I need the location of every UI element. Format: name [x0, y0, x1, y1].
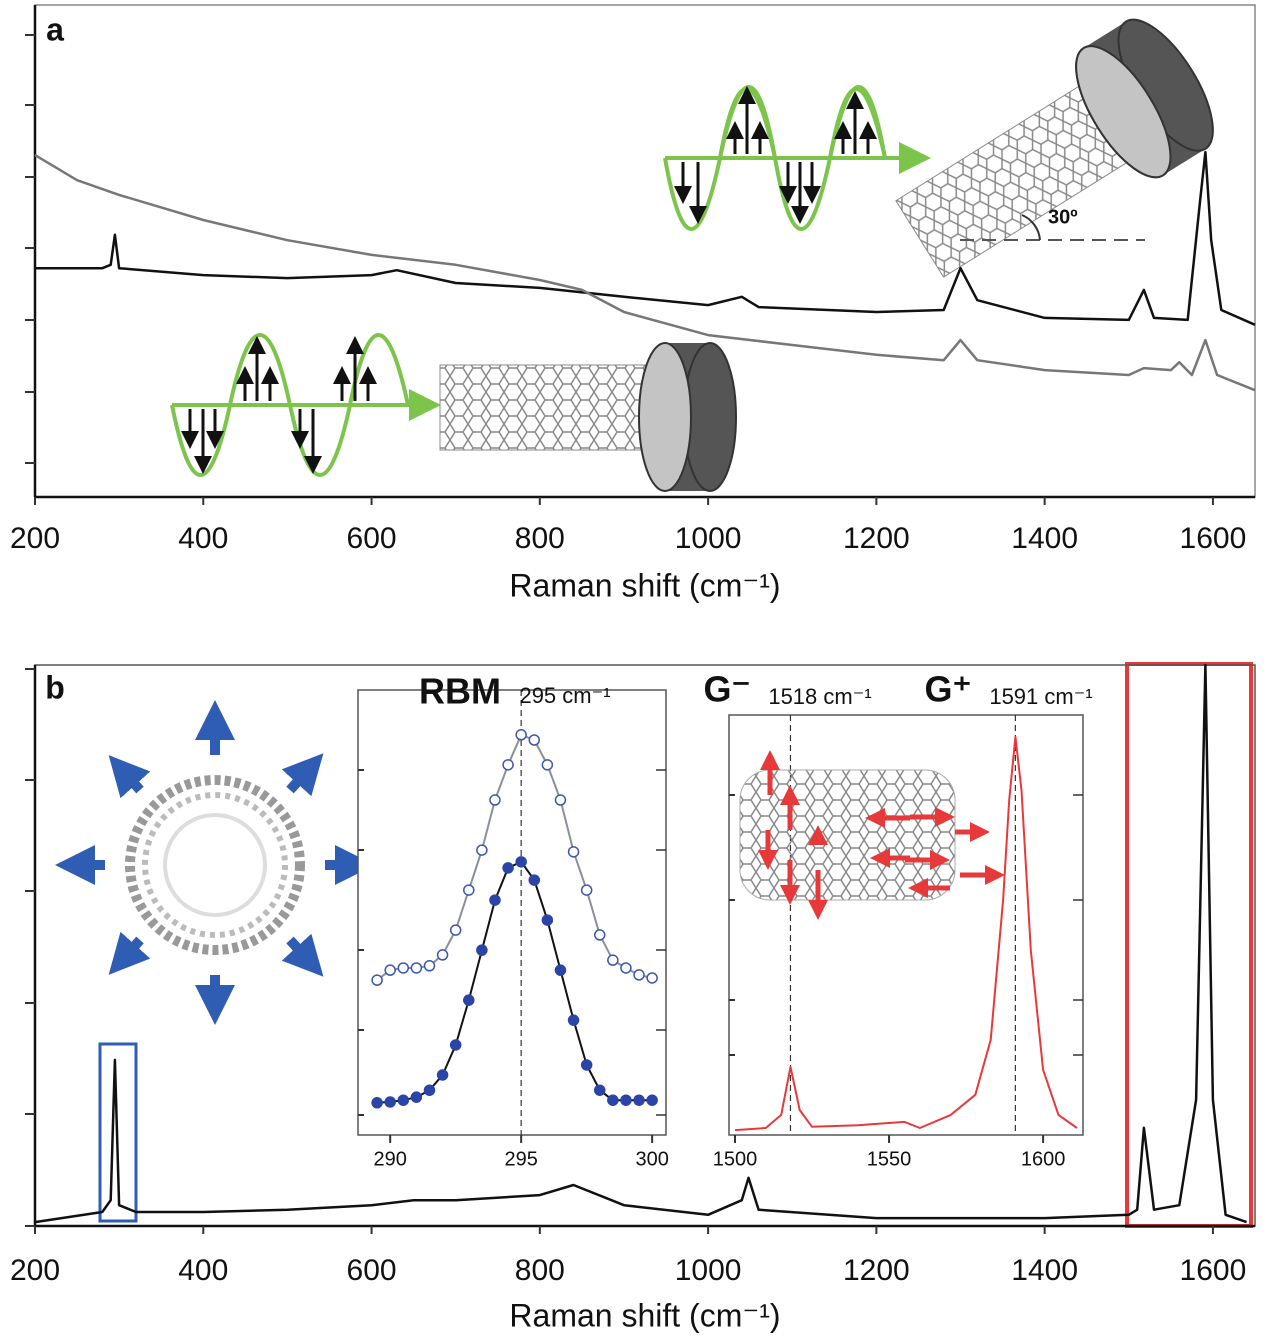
data-point — [633, 969, 645, 981]
data-point — [594, 1084, 606, 1096]
rbm-box — [98, 1042, 138, 1223]
series-line — [35, 150, 1256, 326]
data-point — [646, 972, 658, 984]
x-tick-label: 800 — [515, 522, 565, 555]
peak-name: G⁺ — [924, 669, 971, 710]
data-point — [410, 962, 423, 974]
data-point — [371, 1097, 383, 1109]
nanotube-side-view — [739, 750, 1005, 920]
panel: 200 400 600 800 1000 1200 1400 1600 Raman shift … — [10, 4, 1256, 603]
x-tick-label: 1400 — [1011, 1254, 1078, 1287]
inset-subtitle: 295 cm⁻¹ — [519, 683, 610, 708]
inset-title: RBM — [419, 671, 501, 712]
x-tick-label: 400 — [178, 522, 228, 555]
x-tick-label: 1200 — [843, 1254, 910, 1287]
angle-label: 30º — [1048, 206, 1078, 228]
data-point — [371, 974, 383, 986]
series-line — [34, 663, 1248, 1224]
x-tick-label: 600 — [347, 1254, 397, 1287]
x-tick-label: 1550 — [867, 1148, 912, 1170]
data-point — [580, 884, 593, 896]
panel: 200 400 600 800 1000 1200 1400 1600 Raman shift … — [10, 663, 1256, 1333]
data-point — [436, 1069, 449, 1081]
angle-arc — [1021, 214, 1041, 241]
x-axis-label: Raman shift (cm⁻¹) — [509, 1297, 780, 1333]
wave-upper — [663, 85, 931, 231]
panel: 1500 1550 1600 G⁻ 1518 cm⁻¹ G⁺ 1591 cm⁻¹ — [703, 669, 1092, 1171]
data-point — [476, 944, 488, 956]
data-point — [489, 894, 501, 906]
data-point — [528, 734, 541, 746]
x-tick-label: 1000 — [675, 1254, 742, 1287]
panel-label: a — [46, 11, 64, 47]
x-tick-label: 1000 — [675, 522, 742, 555]
data-point — [515, 856, 527, 868]
data-point — [502, 759, 514, 771]
series-line — [377, 860, 653, 1104]
x-tick-label: 295 — [504, 1148, 537, 1170]
peak-position: 1518 cm⁻¹ — [768, 684, 871, 709]
data-point — [620, 962, 632, 974]
panel: 290 295 300 RBM 295 cm⁻¹ — [357, 671, 669, 1170]
data-point — [541, 759, 554, 771]
data-point — [463, 884, 475, 896]
series-line — [34, 154, 1256, 392]
data-point — [449, 1039, 462, 1051]
x-tick-label: 800 — [515, 1254, 565, 1287]
x-axis-label: Raman shift (cm⁻¹) — [509, 567, 780, 603]
data-point — [594, 929, 606, 941]
series-line — [734, 735, 1078, 1132]
panel-label: b — [45, 669, 65, 705]
data-point — [515, 729, 527, 741]
illustrations — [55, 18, 1253, 1228]
x-tick-label: 1200 — [843, 522, 910, 555]
series-line — [376, 733, 653, 981]
data-point — [620, 1094, 632, 1106]
x-tick-label: 400 — [178, 1254, 228, 1287]
horizontal-nanotube — [439, 342, 737, 492]
data-point — [423, 1084, 436, 1096]
data-point — [646, 1094, 658, 1106]
data-point — [384, 964, 396, 976]
data-point — [554, 794, 567, 806]
data-point — [449, 924, 462, 936]
data-point — [607, 1094, 619, 1106]
data-point — [567, 846, 580, 858]
x-tick-label: 200 — [10, 1254, 60, 1287]
peak-name: G⁻ — [703, 669, 750, 710]
x-tick-label: 1600 — [1180, 1254, 1247, 1287]
data-point — [567, 1014, 580, 1026]
data-point — [528, 874, 541, 886]
data-point — [476, 844, 488, 856]
wave-lower — [170, 333, 441, 477]
data-point — [397, 962, 410, 974]
data-point — [436, 949, 449, 961]
x-tick-label: 200 — [10, 522, 60, 555]
data-point — [502, 862, 514, 874]
x-tick-label: 290 — [374, 1148, 407, 1170]
x-tick-label: 1600 — [1021, 1148, 1066, 1170]
nanotube-cross-section — [55, 700, 375, 1025]
tilted-nanotube — [895, 18, 1214, 278]
x-tick-label: 300 — [635, 1148, 668, 1170]
data-point — [541, 914, 554, 926]
data-point — [410, 1091, 423, 1103]
data-point — [580, 1059, 593, 1071]
data-point — [554, 964, 567, 976]
data-point — [463, 994, 475, 1006]
x-tick-label: 1400 — [1011, 522, 1078, 555]
x-tick-label: 600 — [347, 522, 397, 555]
data-point — [607, 954, 619, 966]
data-point — [397, 1094, 410, 1106]
data-point — [423, 960, 436, 972]
data-point — [384, 1096, 396, 1108]
data-point — [489, 794, 501, 806]
peak-position: 1591 cm⁻¹ — [989, 684, 1092, 709]
x-tick-label: 1500 — [713, 1148, 758, 1170]
data-point — [633, 1094, 645, 1106]
x-tick-label: 1600 — [1180, 522, 1247, 555]
